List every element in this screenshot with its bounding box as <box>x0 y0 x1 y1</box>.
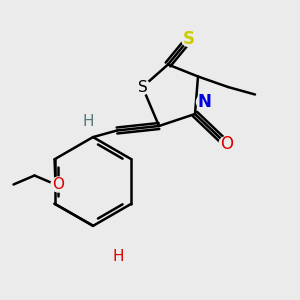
Circle shape <box>182 32 196 46</box>
Circle shape <box>219 136 234 152</box>
Text: O: O <box>52 177 64 192</box>
Circle shape <box>135 80 150 94</box>
Text: H: H <box>113 249 124 264</box>
Circle shape <box>196 94 211 110</box>
Circle shape <box>81 114 96 129</box>
Text: O: O <box>220 135 233 153</box>
Text: S: S <box>183 30 195 48</box>
Circle shape <box>111 249 126 264</box>
Circle shape <box>51 177 66 192</box>
Text: H: H <box>83 114 94 129</box>
Text: S: S <box>138 80 147 94</box>
Text: N: N <box>197 93 211 111</box>
